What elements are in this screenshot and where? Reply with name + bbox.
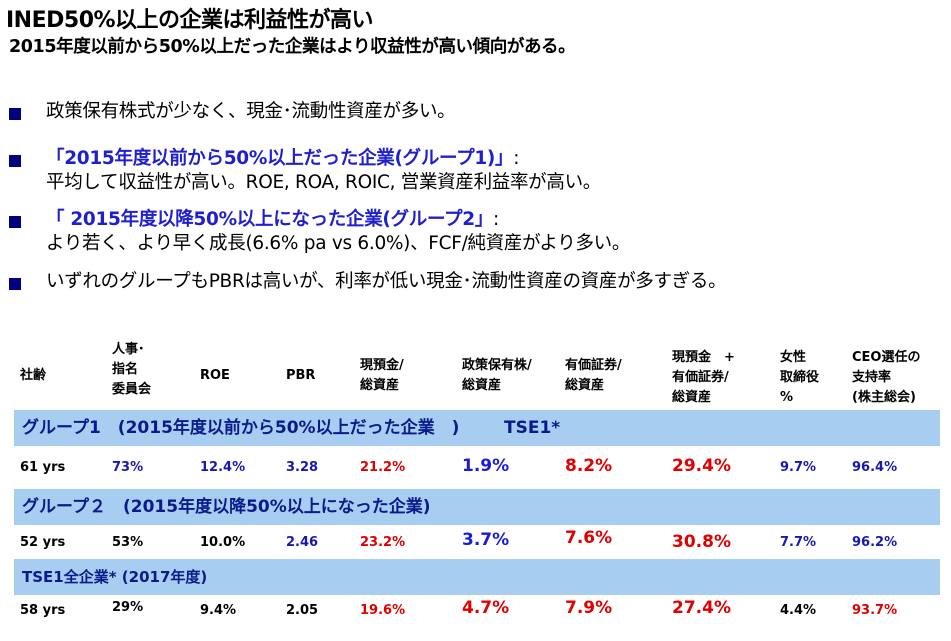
cell-roe: 10.0% <box>200 535 246 550</box>
header-line: 委員会 <box>112 382 152 397</box>
cell-cash-securities: 27.4% <box>672 598 731 618</box>
cell-female: 9.7% <box>780 460 817 475</box>
cell-policy: 1.9% <box>462 456 510 476</box>
header-roe: ROE <box>200 368 230 383</box>
cell-pbr: 3.28 <box>286 460 319 475</box>
bullet-colon: : <box>513 148 520 169</box>
group1-band: グループ1 (2015年度以前から50%以上だった企業 ) TSE1* <box>14 410 940 446</box>
group2-label: グループ２ (2015年度以降50%以上になった企業) <box>22 497 431 517</box>
page-subtitle: 2015年度以前から50%以上だった企業はより収益性が高い傾向がある。 <box>9 37 576 57</box>
cell-cash-securities: 30.8% <box>672 532 731 552</box>
header-line: 人事･ <box>112 342 145 357</box>
bullet-item-3: 「 2015年度以降50%以上になった企業(グループ2」: より若く、より早く成… <box>6 208 630 256</box>
header-line: 現預金/ <box>360 358 404 373</box>
cell-roe: 12.4% <box>200 460 246 475</box>
bullet-square-icon <box>9 278 21 290</box>
bullet-square-icon <box>9 216 21 228</box>
header-securities: 有価証券/ 総資産 <box>565 356 622 396</box>
header-line: 総資産 <box>565 378 605 393</box>
cell-securities: 7.9% <box>565 598 613 618</box>
bullet-square-icon <box>9 108 21 120</box>
header-line: 取締役 <box>780 370 820 385</box>
header-line: 女性 <box>780 350 807 365</box>
bullet-highlight: 「2015年度以前から50%以上だった企業(グループ1)」 <box>46 148 514 169</box>
tse1-band: TSE1全企業* (2017年度) <box>14 559 940 595</box>
header-age: 社齢 <box>20 368 47 383</box>
bullet-item-2: 「2015年度以前から50%以上だった企業(グループ1)」: 平均して収益性が高… <box>6 147 601 195</box>
header-line: 政策保有株/ <box>462 358 532 373</box>
header-policy: 政策保有株/ 総資産 <box>462 356 532 396</box>
header-line: 総資産 <box>672 390 712 405</box>
group2-band: グループ２ (2015年度以降50%以上になった企業) <box>14 489 940 525</box>
bullet-square-icon <box>9 155 21 167</box>
header-line: 支持率 <box>852 370 892 385</box>
cell-policy: 4.7% <box>462 598 510 618</box>
group1-tag: TSE1* <box>504 418 561 438</box>
cell-ceo: 93.7% <box>852 603 898 618</box>
tse1-label: TSE1全企業* (2017年度) <box>22 568 208 586</box>
cell-ceo: 96.4% <box>852 460 898 475</box>
group1-label: グループ1 (2015年度以前から50%以上だった企業 ) <box>22 418 460 438</box>
header-line: 現預金 + <box>672 350 735 365</box>
cell-securities: 7.6% <box>565 528 613 548</box>
header-female-directors: 女性 取締役 % <box>780 348 819 408</box>
cell-cash: 19.6% <box>360 603 406 618</box>
header-ceo-approval: CEO選任の 支持率 (株主総会) <box>852 348 920 408</box>
header-line: 総資産 <box>462 378 502 393</box>
cell-committee: 29% <box>112 600 144 615</box>
cell-pbr: 2.05 <box>286 603 319 618</box>
cell-cash: 21.2% <box>360 460 406 475</box>
bullet-highlight: 「 2015年度以降50%以上になった企業(グループ2」 <box>46 209 494 230</box>
header-committee: 人事･ 指名 委員会 <box>112 340 151 400</box>
header-cash-securities: 現預金 + 有価証券/ 総資産 <box>672 348 735 408</box>
cell-committee: 53% <box>112 535 144 550</box>
cell-cash-securities: 29.4% <box>672 456 731 476</box>
header-pbr: PBR <box>286 368 316 383</box>
cell-pbr: 2.46 <box>286 535 319 550</box>
bullet-continuation: 平均して収益性が高い。ROE, ROA, ROIC, 営業資産利益率が高い。 <box>46 172 601 193</box>
cell-policy: 3.7% <box>462 530 510 550</box>
cell-committee: 73% <box>112 460 144 475</box>
cell-ceo: 96.2% <box>852 535 898 550</box>
bullet-item-1: 政策保有株式が少なく、現金･流動性資産が多い。 <box>6 100 456 124</box>
header-line: 有価証券/ <box>565 358 622 373</box>
cell-age: 52 yrs <box>20 535 66 550</box>
header-line: (株主総会) <box>852 390 916 405</box>
cell-female: 7.7% <box>780 535 817 550</box>
header-line: % <box>780 390 794 405</box>
header-line: 有価証券/ <box>672 370 729 385</box>
bullet-colon: : <box>493 209 499 230</box>
cell-cash: 23.2% <box>360 535 406 550</box>
cell-female: 4.4% <box>780 603 817 618</box>
page-title: INED50%以上の企業は利益性が高い <box>6 8 374 33</box>
cell-roe: 9.4% <box>200 603 237 618</box>
bullet-item-4: いずれのグループもPBRは高いが、利率が低い現金･流動性資産の資産が多すぎる。 <box>6 270 727 294</box>
header-line: 総資産 <box>360 378 400 393</box>
cell-securities: 8.2% <box>565 456 613 476</box>
cell-age: 61 yrs <box>20 460 66 475</box>
bullet-text: いずれのグループもPBRは高いが、利率が低い現金･流動性資産の資産が多すぎる。 <box>46 271 727 292</box>
header-line: CEO選任の <box>852 350 921 365</box>
bullet-text: 政策保有株式が少なく、現金･流動性資産が多い。 <box>46 101 456 122</box>
header-cash: 現預金/ 総資産 <box>360 356 404 396</box>
cell-age: 58 yrs <box>20 603 66 618</box>
header-line: 指名 <box>112 362 139 377</box>
bullet-continuation: より若く、より早く成長(6.6% pa vs 6.0%)、FCF/純資産がより多… <box>46 233 631 254</box>
